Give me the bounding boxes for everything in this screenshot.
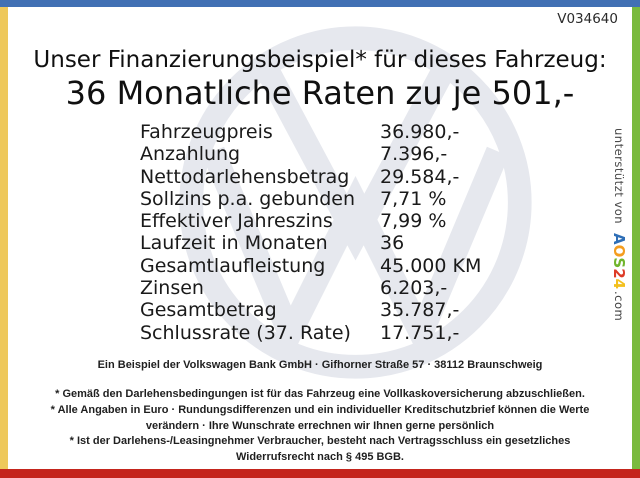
frame-left-bar — [0, 7, 8, 469]
table-row: Gesamtbetrag 35.787,- — [140, 299, 610, 321]
footnote-withdrawal: * Ist der Darlehens-/Leasingnehmer Verbr… — [10, 434, 630, 465]
bank-address-line: Ein Beispiel der Volkswagen Bank GmbH · … — [97, 359, 543, 371]
brand-suffix: .com — [612, 291, 626, 322]
row-value: 6.203,- — [380, 277, 448, 300]
brand-letter: O — [610, 244, 628, 258]
row-label: Gesamtlaufleistung — [140, 254, 326, 277]
frame-top-bar — [0, 0, 640, 7]
table-row: Nettodarlehensbetrag 29.584,- — [140, 166, 610, 188]
row-label: Effektiver Jahreszins — [140, 210, 333, 233]
vehicle-id: V034640 — [557, 11, 618, 27]
table-row: Laufzeit in Monaten 36 — [140, 232, 610, 254]
brand-letter: S — [610, 257, 628, 269]
row-label: Zinsen — [140, 277, 204, 300]
footnote-text: * Ist der Darlehens-/Leasingnehmer Verbr… — [69, 435, 571, 463]
table-row: Schlussrate (37. Rate) 17.751,- — [140, 322, 610, 344]
frame-bottom-bar — [0, 469, 640, 478]
table-row: Effektiver Jahreszins 7,99 % — [140, 210, 610, 232]
table-row: Zinsen 6.203,- — [140, 277, 610, 299]
supported-by-banner: unterstützt vonAOS24.com — [610, 128, 628, 363]
row-label: Fahrzeugpreis — [140, 121, 273, 143]
row-value: 29.584,- — [380, 165, 460, 188]
table-row: Gesamtlaufleistung 45.000 KM — [140, 255, 610, 277]
row-value: 7,71 % — [380, 187, 447, 210]
row-label: Laufzeit in Monaten — [140, 232, 328, 255]
row-label: Sollzins p.a. gebunden — [140, 187, 355, 210]
footnote-text: * Alle Angaben in Euro · Rundungsdiffere… — [50, 404, 590, 432]
row-label: Schlussrate (37. Rate) — [140, 321, 351, 344]
offer-title: Unser Finanzierungsbeispiel* für dieses … — [33, 47, 607, 73]
row-label: Nettodarlehensbetrag — [140, 165, 350, 188]
row-value: 45.000 KM — [380, 254, 482, 277]
footnote-insurance: * Gemäß den Darlehensbedingungen ist für… — [55, 388, 585, 400]
table-row: Sollzins p.a. gebunden 7,71 % — [140, 188, 610, 210]
row-label: Anzahlung — [140, 143, 241, 166]
brand-letter: 4 — [610, 278, 628, 290]
frame-right-bar — [632, 7, 640, 469]
row-value: 7.396,- — [380, 143, 448, 166]
table-row: Fahrzeugpreis 36.980,- — [140, 121, 610, 143]
row-value: 35.787,- — [380, 299, 460, 322]
row-label: Gesamtbetrag — [140, 299, 277, 322]
row-value: 17.751,- — [380, 321, 460, 344]
row-value: 36 — [380, 232, 405, 255]
aos24-logo: AOS24 — [610, 233, 628, 289]
row-value: 7,99 % — [380, 210, 447, 233]
finance-table: Fahrzeugpreis 36.980,- Anzahlung 7.396,-… — [140, 121, 610, 344]
vw-logo-icon — [173, 20, 538, 385]
row-value: 36.980,- — [380, 121, 460, 143]
brand-letter: A — [610, 233, 628, 245]
footnote-disclaimer: * Alle Angaben in Euro · Rundungsdiffere… — [10, 403, 630, 434]
brand-letter: 2 — [610, 268, 628, 279]
offer-rate-headline: 36 Monatliche Raten zu je 501,- — [65, 74, 575, 112]
table-row: Anzahlung 7.396,- — [140, 143, 610, 165]
supported-by-label: unterstützt von — [612, 128, 626, 225]
